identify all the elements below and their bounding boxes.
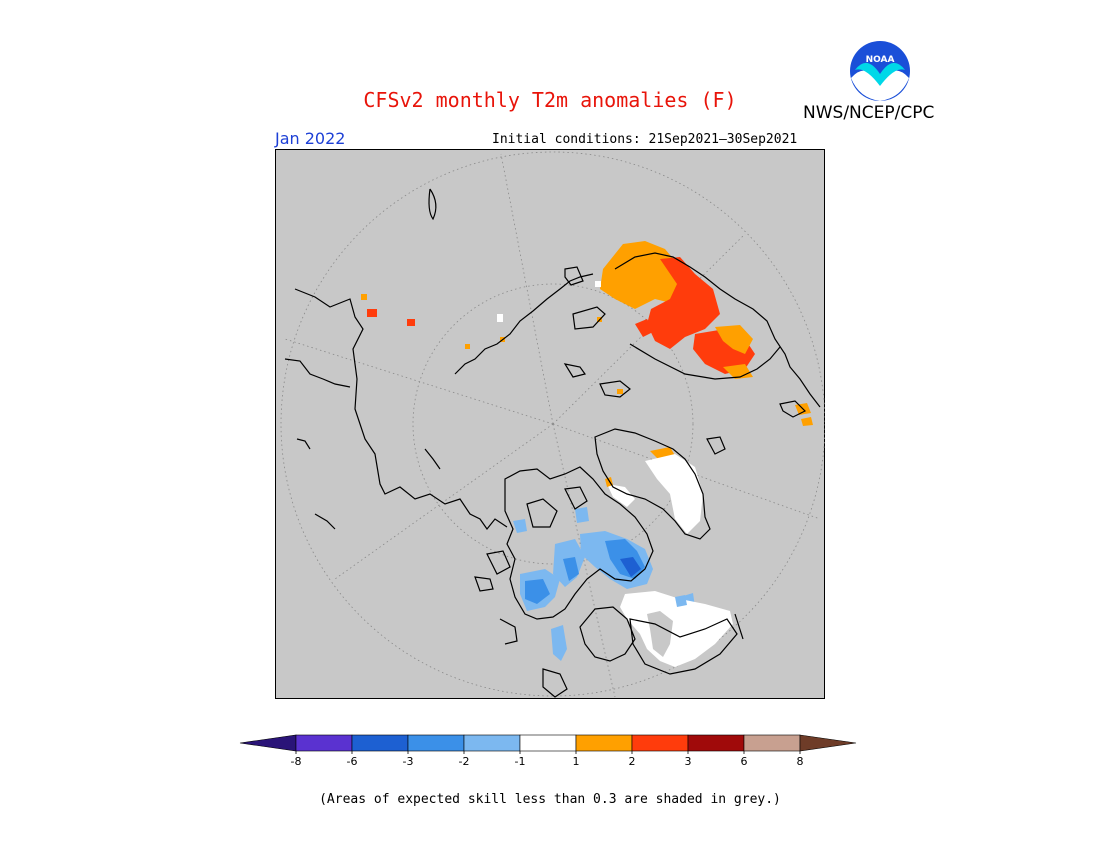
- legend-bin: [743, 734, 801, 752]
- legend-tick-label: -8: [291, 755, 302, 768]
- legend-bin: [463, 734, 521, 752]
- legend-tick-label: -2: [459, 755, 470, 768]
- coastlines: [284, 188, 821, 698]
- skill-footnote: (Areas of expected skill less than 0.3 a…: [319, 792, 781, 807]
- anomaly-labrador: [620, 591, 733, 667]
- forecast-month: Jan 2022: [275, 129, 346, 148]
- legend-bin: [295, 734, 353, 752]
- organization-label: NWS/NCEP/CPC: [803, 103, 935, 123]
- anomaly-canada-cold: [513, 507, 695, 661]
- legend-tick-label: -1: [515, 755, 526, 768]
- legend-tick-label: 3: [685, 755, 692, 768]
- legend-bin: [519, 734, 577, 752]
- legend-tick-label: 2: [629, 755, 636, 768]
- color-legend: -8 -6 -3 -2 -1 1 2 3 6 8: [239, 734, 857, 768]
- anomaly-siberia-warm: [600, 241, 813, 426]
- legend-tick-label: 1: [573, 755, 580, 768]
- legend-tick-label: -6: [347, 755, 358, 768]
- legend-bin: [407, 734, 465, 752]
- noaa-logo: NOAA: [850, 41, 910, 101]
- legend-bin: [351, 734, 409, 752]
- map-background: [275, 149, 825, 699]
- legend-bin: [799, 734, 857, 752]
- initial-conditions: Initial conditions: 21Sep2021—30Sep2021: [492, 132, 798, 147]
- noaa-logo-text: NOAA: [866, 55, 895, 65]
- legend-tick-label: -3: [403, 755, 414, 768]
- legend-tick-label: 6: [741, 755, 748, 768]
- legend-bin: [687, 734, 745, 752]
- legend-tick-label: 8: [797, 755, 804, 768]
- anomaly-greenland: [605, 447, 703, 534]
- legend-bin: [239, 734, 297, 752]
- polar-map: [275, 149, 825, 699]
- map-title: CFSv2 monthly T2m anomalies (F): [363, 88, 737, 112]
- legend-bin: [631, 734, 689, 752]
- legend-bin: [575, 734, 633, 752]
